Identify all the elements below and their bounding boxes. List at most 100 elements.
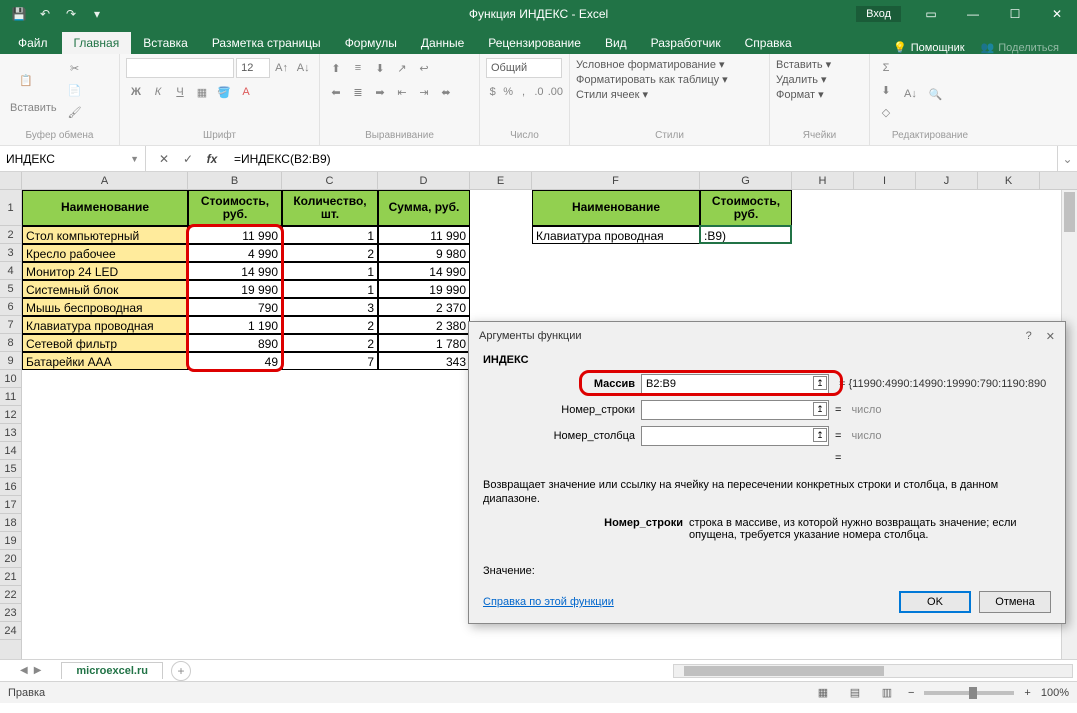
cell-B4[interactable]: 14 990 — [188, 262, 282, 280]
zoom-in-icon[interactable]: + — [1024, 687, 1030, 699]
fx-icon[interactable]: fx — [204, 152, 220, 166]
formula-input[interactable] — [230, 152, 1057, 166]
cell-B3[interactable]: 4 990 — [188, 244, 282, 262]
sheet-next-icon[interactable]: ▶ — [34, 665, 42, 676]
col-header-E[interactable]: E — [470, 172, 532, 189]
col-header-G[interactable]: G — [700, 172, 792, 189]
percent-icon[interactable]: % — [501, 82, 514, 102]
tab-review[interactable]: Рецензирование — [476, 32, 593, 54]
cell-B6[interactable]: 790 — [188, 298, 282, 316]
dec-dec-icon[interactable]: .00 — [548, 82, 563, 102]
delete-button[interactable]: Удалить ▾ — [776, 73, 863, 86]
cancel-formula-icon[interactable]: ✕ — [156, 152, 172, 166]
help-link[interactable]: Справка по этой функции — [483, 596, 614, 608]
orientation-icon[interactable]: ↗ — [392, 58, 412, 78]
row-header-13[interactable]: 13 — [0, 424, 21, 442]
row-header-17[interactable]: 17 — [0, 496, 21, 514]
login-button[interactable]: Вход — [856, 6, 901, 22]
row-header-11[interactable]: 11 — [0, 388, 21, 406]
cell-D1[interactable]: Сумма, руб. — [378, 190, 470, 226]
format-button[interactable]: Формат ▾ — [776, 88, 863, 101]
accept-formula-icon[interactable]: ✓ — [180, 152, 196, 166]
col-header-J[interactable]: J — [916, 172, 978, 189]
find-button[interactable]: 🔍 — [925, 58, 947, 130]
row-header-2[interactable]: 2 — [0, 226, 21, 244]
copy-icon[interactable]: 📄 — [65, 80, 85, 100]
tab-developer[interactable]: Разработчик — [639, 32, 733, 54]
cell-C5[interactable]: 1 — [282, 280, 378, 298]
cell-D9[interactable]: 343 — [378, 352, 470, 370]
col-header-A[interactable]: A — [22, 172, 188, 189]
font-combo[interactable] — [126, 58, 234, 78]
borders-icon[interactable]: ▦ — [192, 82, 212, 102]
merge-icon[interactable]: ⬌ — [436, 82, 456, 102]
row-header-5[interactable]: 5 — [0, 280, 21, 298]
row-header-24[interactable]: 24 — [0, 622, 21, 640]
zoom-out-icon[interactable]: − — [908, 687, 914, 699]
currency-icon[interactable]: $ — [486, 82, 499, 102]
redo-icon[interactable]: ↷ — [60, 3, 82, 25]
zoom-level[interactable]: 100% — [1041, 687, 1069, 699]
dialog-help-icon[interactable]: ? — [1026, 330, 1032, 343]
row-header-7[interactable]: 7 — [0, 316, 21, 334]
arg1-input[interactable] — [641, 374, 829, 394]
cell-C6[interactable]: 3 — [282, 298, 378, 316]
cell-B9[interactable]: 49 — [188, 352, 282, 370]
cell-A2[interactable]: Стол компьютерный — [22, 226, 188, 244]
indent-dec-icon[interactable]: ⇤ — [392, 82, 412, 102]
cond-format-button[interactable]: Условное форматирование ▾ — [576, 58, 763, 71]
ribbon-options-icon[interactable]: ▭ — [911, 0, 951, 28]
dec-inc-icon[interactable]: .0 — [532, 82, 545, 102]
align-bot-icon[interactable]: ⬇ — [370, 58, 390, 78]
minimize-icon[interactable]: — — [953, 0, 993, 28]
number-format-combo[interactable]: Общий — [486, 58, 562, 78]
row-header-12[interactable]: 12 — [0, 406, 21, 424]
cell-F2[interactable]: Клавиатура проводная — [532, 226, 700, 244]
cell-D7[interactable]: 2 380 — [378, 316, 470, 334]
row-header-15[interactable]: 15 — [0, 460, 21, 478]
cell-A4[interactable]: Монитор 24 LED — [22, 262, 188, 280]
cell-D2[interactable]: 11 990 — [378, 226, 470, 244]
tab-data[interactable]: Данные — [409, 32, 476, 54]
row-header-14[interactable]: 14 — [0, 442, 21, 460]
cell-D8[interactable]: 1 780 — [378, 334, 470, 352]
add-sheet-icon[interactable]: + — [171, 661, 191, 681]
ok-button[interactable]: OK — [899, 591, 971, 613]
align-mid-icon[interactable]: ≡ — [348, 58, 368, 78]
align-c-icon[interactable]: ≣ — [348, 82, 368, 102]
cell-D4[interactable]: 14 990 — [378, 262, 470, 280]
row-header-6[interactable]: 6 — [0, 298, 21, 316]
italic-button[interactable]: К — [148, 82, 168, 102]
qat-dropdown-icon[interactable]: ▾ — [86, 3, 108, 25]
tab-insert[interactable]: Вставка — [131, 32, 200, 54]
cell-C7[interactable]: 2 — [282, 316, 378, 334]
sheet-tab[interactable]: microexcel.ru — [61, 662, 163, 679]
cell-G1[interactable]: Стоимость, руб. — [700, 190, 792, 226]
row-header-19[interactable]: 19 — [0, 532, 21, 550]
col-header-K[interactable]: K — [978, 172, 1040, 189]
name-box[interactable]: ▼ — [0, 146, 146, 171]
row-header-16[interactable]: 16 — [0, 478, 21, 496]
wrap-icon[interactable]: ↩ — [414, 58, 434, 78]
clear-icon[interactable]: ◇ — [876, 102, 896, 122]
dialog-titlebar[interactable]: Аргументы функции ? ✕ — [469, 322, 1065, 350]
tab-formulas[interactable]: Формулы — [333, 32, 409, 54]
indent-inc-icon[interactable]: ⇥ — [414, 82, 434, 102]
row-header-4[interactable]: 4 — [0, 262, 21, 280]
cell-B2[interactable]: 11 990 — [188, 226, 282, 244]
cell-C1[interactable]: Количество, шт. — [282, 190, 378, 226]
cell-D5[interactable]: 19 990 — [378, 280, 470, 298]
dialog-close-icon[interactable]: ✕ — [1046, 330, 1055, 343]
comma-icon[interactable]: , — [517, 82, 530, 102]
align-r-icon[interactable]: ➡ — [370, 82, 390, 102]
row-header-10[interactable]: 10 — [0, 370, 21, 388]
row-header-21[interactable]: 21 — [0, 568, 21, 586]
maximize-icon[interactable]: ☐ — [995, 0, 1035, 28]
row-header-22[interactable]: 22 — [0, 586, 21, 604]
autosum-icon[interactable]: Σ — [876, 58, 896, 78]
cancel-button[interactable]: Отмена — [979, 591, 1051, 613]
format-table-button[interactable]: Форматировать как таблицу ▾ — [576, 73, 763, 86]
cell-styles-button[interactable]: Стили ячеек ▾ — [576, 88, 763, 101]
row-header-1[interactable]: 1 — [0, 190, 21, 226]
col-header-D[interactable]: D — [378, 172, 470, 189]
